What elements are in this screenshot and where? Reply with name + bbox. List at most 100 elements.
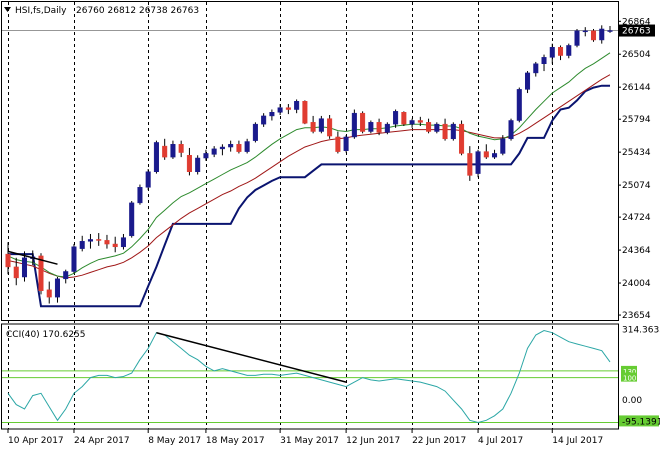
cci-level-tag-label: 100 (623, 375, 636, 383)
indicator-panel-frame (1, 323, 619, 430)
candle (211, 146, 217, 158)
candle (195, 155, 201, 175)
time-tick-label: 4 Jul 2017 (478, 436, 523, 446)
price-tick-label: 25074 (622, 181, 651, 191)
candle-down-body (96, 239, 102, 241)
cci-trendline (156, 332, 347, 383)
candle (120, 233, 126, 250)
candle-down-body (162, 145, 168, 158)
price-tick-label: 25794 (622, 115, 651, 125)
candle (178, 140, 184, 158)
candle (252, 122, 258, 143)
candle (236, 140, 242, 154)
candle-down-body (360, 112, 366, 132)
candle (104, 234, 110, 249)
candle (558, 45, 564, 61)
candle (294, 99, 300, 114)
time-tick-label: 10 Apr 2017 (8, 436, 64, 446)
cci-indicator (2, 329, 618, 424)
candle-up-body (261, 115, 267, 125)
candle (302, 100, 308, 125)
price-trendline (7, 250, 58, 265)
cci-level-tag (621, 365, 637, 375)
candle (170, 140, 176, 159)
candle (434, 122, 440, 134)
candle-up-body (195, 157, 201, 172)
candle (426, 118, 432, 134)
candle-down-body (590, 30, 597, 41)
price-tick-label: 23654 (622, 311, 651, 321)
cci-min-tag (619, 415, 659, 427)
time-tick-label: 18 May 2017 (206, 436, 265, 446)
cci-tick-label: 314.3633 (622, 326, 660, 336)
time-tick-label: 22 Jun 2017 (412, 436, 466, 446)
candle (533, 61, 539, 77)
candle-up-body (120, 237, 126, 248)
candle-up-body (566, 45, 572, 56)
candle-up-body (516, 89, 522, 121)
candle (5, 242, 11, 275)
cci-label: CCI(40) 170.6255 (6, 330, 86, 340)
candle (145, 169, 151, 191)
candle-up-body (574, 30, 580, 46)
time-tick-label: 14 Jul 2017 (552, 436, 603, 446)
candle (318, 115, 324, 134)
price-tick-label: 25434 (622, 148, 651, 158)
candle-up-body (409, 120, 415, 125)
ohlc-readout: 26760 26812 26738 26763 (76, 6, 199, 16)
candle-down-body (442, 123, 448, 140)
candle-up-body (153, 142, 159, 172)
candle (351, 109, 357, 139)
candlestick-series[interactable] (5, 25, 613, 304)
candle (71, 244, 77, 274)
candle (475, 149, 481, 178)
candle-down-body (302, 101, 308, 124)
cci-tick-label: 0.00 (622, 396, 642, 406)
candle (46, 281, 52, 304)
price-tick-label: 24364 (622, 246, 651, 256)
candle-up-body (582, 30, 588, 33)
candle-up-body (219, 146, 225, 150)
candle (582, 27, 588, 37)
candle-up-body (21, 257, 28, 278)
candle (442, 118, 448, 141)
candle (516, 87, 522, 123)
candle-up-body (244, 141, 250, 152)
grid-separators (1, 1, 619, 430)
current-price-label: 26763 (622, 27, 651, 37)
ma-slow-line (8, 84, 610, 308)
price-tick-label: 26144 (622, 83, 651, 93)
candle-down-body (112, 243, 118, 248)
candle (261, 113, 267, 127)
candle (508, 118, 514, 141)
candle (310, 115, 316, 134)
candle (343, 135, 349, 153)
time-tick-label: 12 Jun 2017 (346, 436, 400, 446)
candle (285, 104, 291, 115)
price-tick-label: 26864 (622, 17, 651, 27)
candle (360, 111, 366, 134)
cci-line (7, 329, 611, 424)
candle-up-body (129, 202, 135, 237)
candle-down-body (38, 255, 44, 291)
candle-up-body (508, 120, 514, 140)
cci-level-tag (621, 372, 637, 382)
candle (599, 25, 605, 44)
candle-down-body (5, 253, 11, 268)
candle-up-body (87, 239, 93, 242)
candle (335, 131, 341, 154)
candle-down-body (285, 107, 291, 110)
candle-up-body (170, 144, 176, 158)
candle-up-body (71, 246, 77, 272)
price-tick-label: 24724 (622, 213, 651, 223)
candle-up-body (252, 123, 258, 141)
triangle-down-icon[interactable] (4, 7, 11, 12)
candle-down-body (417, 120, 423, 123)
price-tick-label: 26504 (622, 50, 651, 60)
candle-up-body (475, 151, 481, 174)
candle (162, 138, 168, 160)
candle-up-body (549, 47, 555, 58)
candle-up-body (393, 111, 399, 125)
candle-up-body (269, 112, 275, 117)
